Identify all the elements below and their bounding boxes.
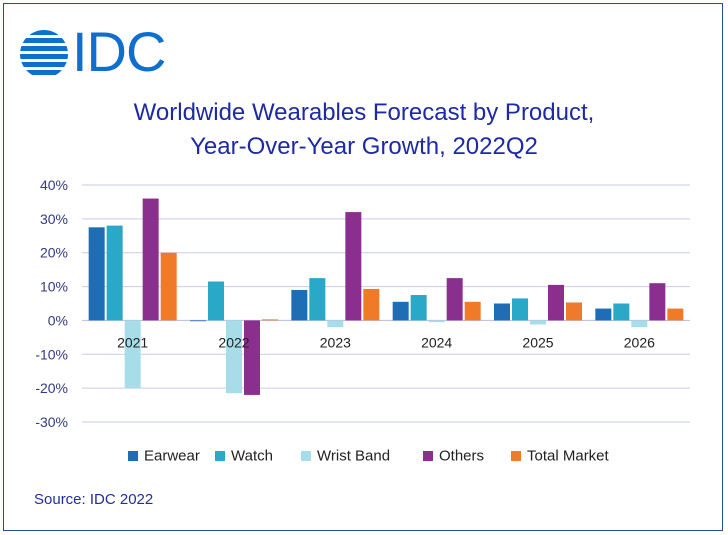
source-note: Source: IDC 2022 — [34, 491, 154, 508]
legend-swatch — [128, 451, 138, 462]
bar — [446, 278, 463, 321]
legend-swatch — [301, 451, 311, 462]
chart-title-line-1: Worldwide Wearables Forecast by Product, — [133, 99, 595, 126]
x-category-label: 2026 — [624, 334, 655, 350]
y-tick-label: 0% — [48, 312, 68, 328]
y-tick-label: -30% — [35, 414, 68, 430]
bar — [392, 301, 409, 321]
y-tick-label: 40% — [40, 177, 68, 193]
bar — [226, 320, 242, 394]
globe-icon — [20, 30, 68, 75]
bar — [190, 320, 206, 322]
bar — [124, 320, 141, 389]
bar — [410, 295, 427, 321]
bar — [464, 301, 481, 321]
bar — [106, 225, 123, 321]
bar — [631, 320, 648, 328]
x-category-label: 2022 — [218, 334, 249, 350]
bar — [512, 298, 528, 321]
bar — [88, 227, 105, 321]
bar — [667, 308, 684, 321]
legend-item: Earwear — [128, 447, 200, 465]
chart-frame — [3, 3, 723, 531]
x-category-label: 2025 — [522, 334, 553, 350]
bar — [327, 320, 344, 328]
bar — [309, 278, 326, 321]
legend-item: Wrist Band — [301, 447, 390, 465]
bar — [595, 308, 612, 321]
bar — [291, 289, 308, 321]
bar — [548, 284, 564, 321]
y-tick-label: 20% — [40, 245, 68, 261]
bar — [262, 319, 278, 321]
legend-item: Others — [423, 447, 484, 465]
x-category-label: 2023 — [320, 334, 351, 350]
bar — [208, 281, 224, 321]
y-tick-label: -20% — [35, 380, 68, 396]
legend-label: Total Market — [527, 447, 609, 465]
bar — [363, 288, 380, 321]
legend-item: Watch — [215, 447, 273, 465]
y-tick-label: 30% — [40, 211, 68, 227]
x-category-label: 2021 — [117, 334, 148, 350]
bar — [649, 283, 666, 321]
bar — [428, 320, 445, 323]
bar — [566, 302, 582, 321]
logo-text: IDC — [72, 20, 166, 83]
legend-label: Earwear — [144, 447, 200, 465]
y-tick-label: -10% — [35, 346, 68, 362]
idc-logo: IDC — [18, 20, 178, 83]
bar — [244, 320, 260, 395]
legend-item: Total Market — [511, 447, 609, 465]
bar — [494, 303, 510, 321]
y-tick-label: 10% — [40, 279, 68, 295]
bar — [160, 252, 177, 321]
bar — [142, 198, 159, 321]
legend-swatch — [215, 451, 225, 462]
bar — [613, 303, 630, 321]
bar — [530, 320, 546, 325]
bar — [345, 212, 362, 321]
legend-label: Watch — [231, 447, 273, 465]
chart-title: Worldwide Wearables Forecast by Product,… — [0, 96, 728, 164]
x-category-label: 2024 — [421, 334, 452, 350]
legend-swatch — [511, 451, 521, 462]
legend-label: Wrist Band — [317, 447, 391, 465]
legend-swatch — [423, 451, 433, 462]
chart-title-line-2: Year-Over-Year Growth, 2022Q2 — [190, 133, 538, 160]
legend-label: Others — [439, 447, 485, 465]
